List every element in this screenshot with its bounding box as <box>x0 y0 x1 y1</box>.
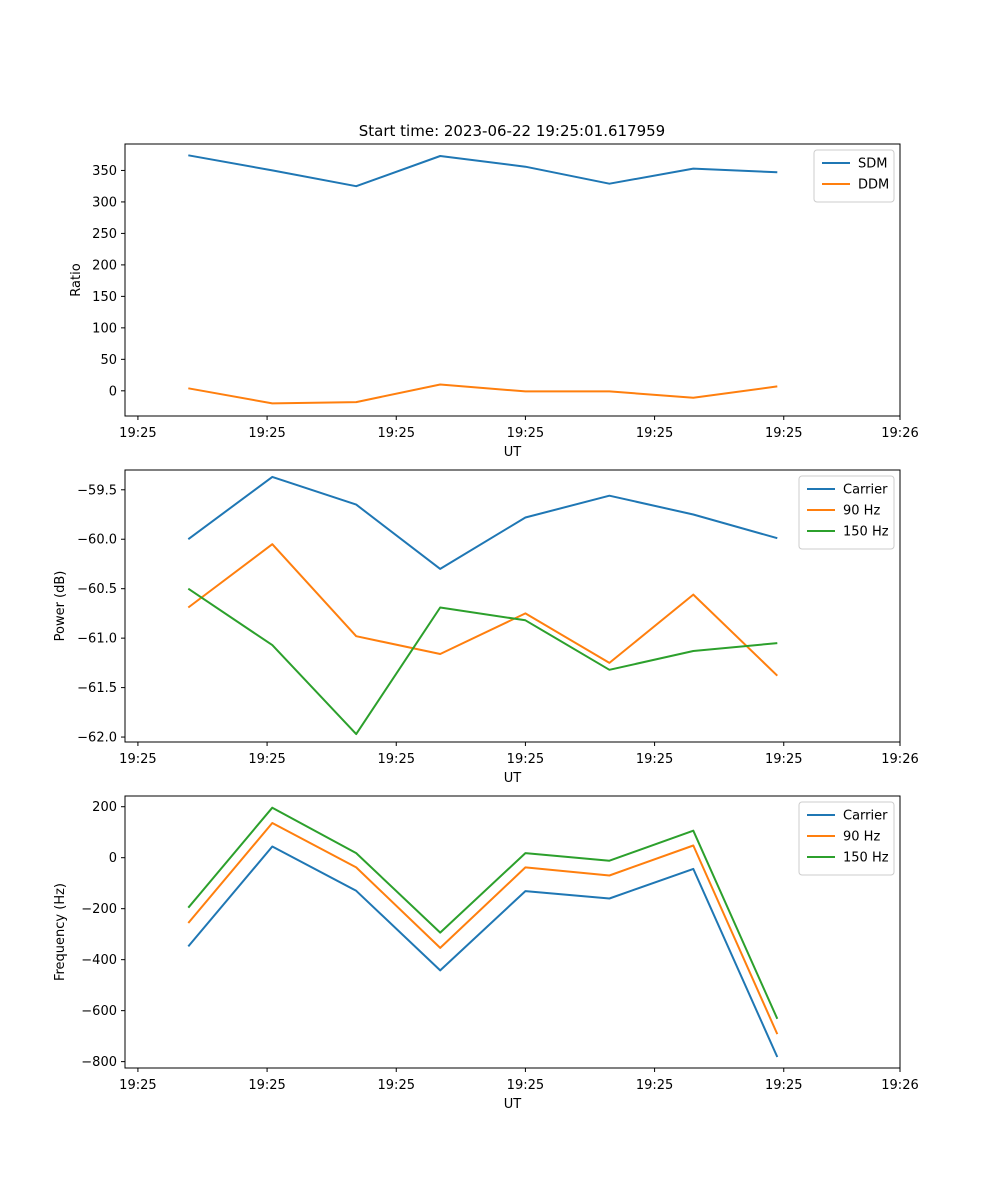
x-axis-label: UT <box>504 445 522 460</box>
y-tick-label: −800 <box>81 1055 117 1070</box>
legend-label: 150 Hz <box>843 851 889 866</box>
legend-label: SDM <box>858 157 887 172</box>
y-tick-label: −60.5 <box>77 582 117 597</box>
chart-panel-1: 19:25 19:25 19:25 19:25 19:25 19:25 19:26 0 50 10… <box>69 143 919 460</box>
y-tick-label: −400 <box>81 953 117 968</box>
y-tick-label: −59.5 <box>77 483 117 498</box>
x-tick-label: 19:25 <box>119 752 156 767</box>
y-axis-label: Power (dB) <box>53 571 68 642</box>
y-tick-label: 300 <box>92 195 117 210</box>
x-axis-label: UT <box>504 1097 522 1112</box>
x-tick-label: 19:25 <box>378 426 415 441</box>
legend-label: Carrier <box>843 483 888 498</box>
series-line-90-hz <box>187 822 779 1035</box>
y-tick-label: 350 <box>92 164 117 179</box>
axes-frame <box>124 795 901 1069</box>
x-tick-label: 19:25 <box>765 752 802 767</box>
x-tick-label: 19:25 <box>507 426 544 441</box>
x-tick-label: 19:25 <box>248 1078 285 1093</box>
y-tick-label: 0 <box>109 851 117 866</box>
y-tick-label: −200 <box>81 902 117 917</box>
legend-label: DDM <box>858 178 889 193</box>
chart-panel-2: 19:25 19:25 19:25 19:25 19:25 19:25 19:26 −62.0… <box>53 469 919 786</box>
legend-label: 150 Hz <box>843 525 889 540</box>
series-line-carrier <box>187 845 779 1058</box>
series-line-ddm <box>188 383 778 405</box>
x-tick-label: 19:25 <box>378 752 415 767</box>
y-tick-label: 100 <box>92 321 117 336</box>
x-tick-label: 19:25 <box>636 1078 673 1093</box>
x-tick-label: 19:25 <box>765 1078 802 1093</box>
y-tick-label: −60.0 <box>77 533 117 548</box>
series-line-150-hz <box>187 587 778 736</box>
x-tick-label: 19:26 <box>881 426 918 441</box>
axes-frame <box>124 469 901 743</box>
y-tick-label: −600 <box>81 1004 117 1019</box>
legend-label: 90 Hz <box>843 830 880 845</box>
x-tick-label: 19:25 <box>507 752 544 767</box>
x-tick-label: 19:25 <box>248 426 285 441</box>
x-tick-label: 19:25 <box>507 1078 544 1093</box>
x-tick-label: 19:26 <box>881 752 918 767</box>
x-tick-label: 19:25 <box>248 752 285 767</box>
x-tick-label: 19:26 <box>881 1078 918 1093</box>
legend-label: 90 Hz <box>843 504 880 519</box>
y-tick-label: 250 <box>92 227 117 242</box>
figure-title: Start time: 2023-06-22 19:25:01.617959 <box>359 122 665 140</box>
series-line-carrier <box>187 475 778 570</box>
y-tick-label: −61.0 <box>77 632 117 647</box>
series-line-sdm <box>188 154 778 188</box>
legend-label: Carrier <box>843 809 888 824</box>
y-tick-label: 150 <box>92 290 117 305</box>
x-tick-label: 19:25 <box>119 426 156 441</box>
x-tick-label: 19:25 <box>119 1078 156 1093</box>
y-tick-label: −61.5 <box>77 681 117 696</box>
legend: SDM DDM <box>813 149 895 203</box>
y-tick-label: −62.0 <box>77 731 117 746</box>
legend: Carrier 90 Hz 150 Hz <box>798 801 895 876</box>
y-tick-label: 200 <box>92 800 117 815</box>
x-tick-label: 19:25 <box>636 752 673 767</box>
chart-panel-3: 19:25 19:25 19:25 19:25 19:25 19:25 19:26 −800 −… <box>53 795 919 1112</box>
x-axis-label: UT <box>504 771 522 786</box>
x-tick-label: 19:25 <box>765 426 802 441</box>
y-tick-label: 50 <box>100 353 117 368</box>
y-tick-label: 200 <box>92 258 117 273</box>
series-line-150-hz <box>187 806 779 1020</box>
y-axis-label: Frequency (Hz) <box>53 883 68 981</box>
y-axis-label: Ratio <box>69 263 84 296</box>
x-tick-label: 19:25 <box>378 1078 415 1093</box>
y-tick-label: 0 <box>109 384 117 399</box>
axes-frame <box>124 143 901 417</box>
legend: Carrier 90 Hz 150 Hz <box>798 475 895 550</box>
series-line-90-hz <box>187 543 778 677</box>
x-tick-label: 19:25 <box>636 426 673 441</box>
